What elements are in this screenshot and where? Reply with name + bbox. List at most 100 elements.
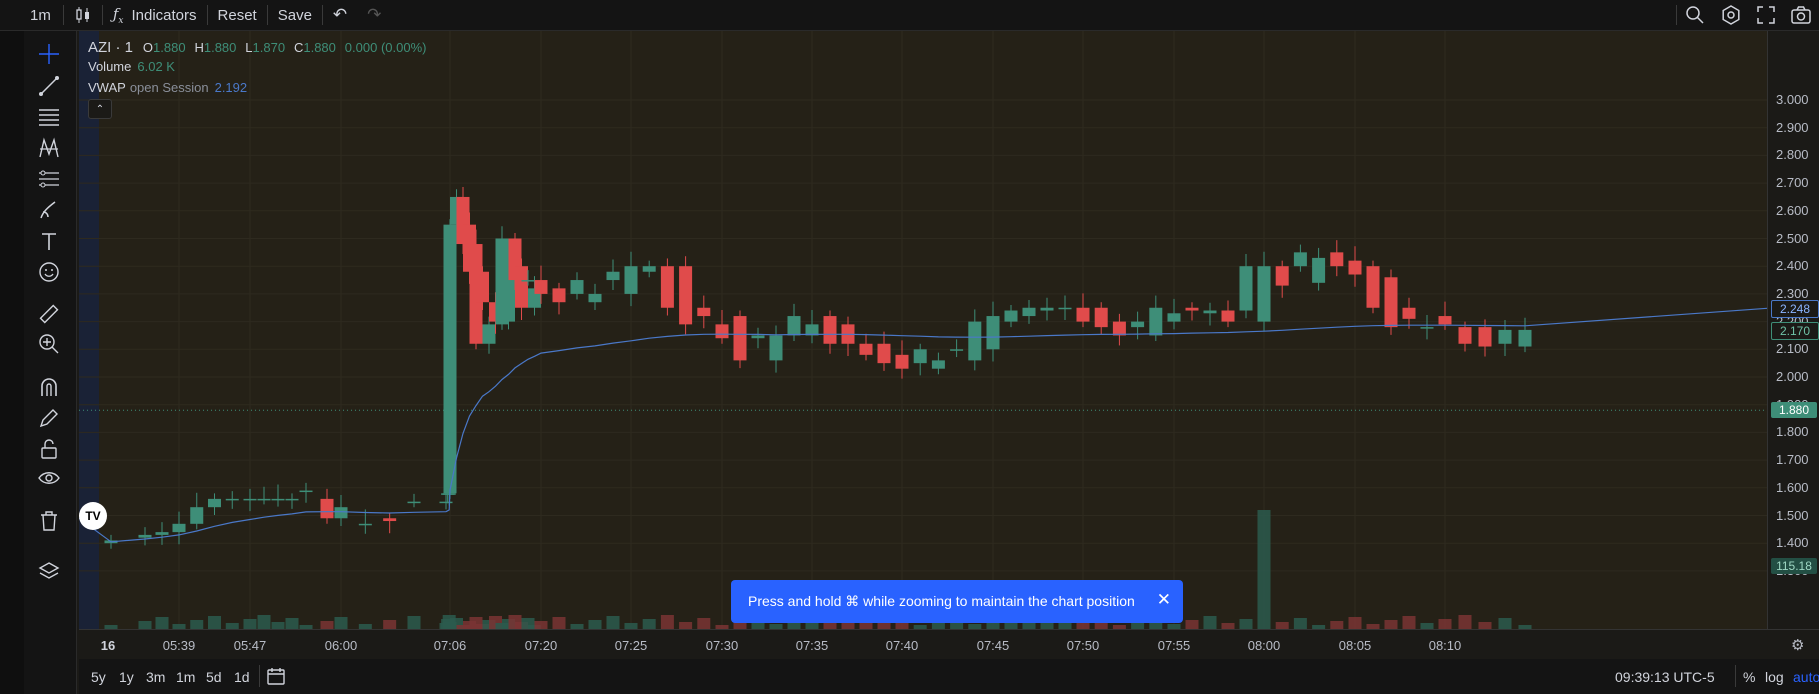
volume-bar xyxy=(660,615,674,629)
range-1m[interactable]: 1m xyxy=(176,669,196,685)
top-toolbar: 1m ƒx Indicators Reset Save ↶ ↷ xyxy=(0,0,1819,31)
candle-body xyxy=(1004,310,1018,322)
axis-settings-icon[interactable]: ⚙ xyxy=(1791,637,1805,654)
candle-body xyxy=(285,498,299,501)
fib-tool[interactable] xyxy=(36,104,62,130)
magnet-tool[interactable] xyxy=(36,374,62,400)
candle-body xyxy=(624,266,638,294)
candles xyxy=(104,186,1532,549)
volume-bar xyxy=(1275,622,1289,629)
indicators-button[interactable]: ƒx Indicators xyxy=(103,0,207,30)
price-tick: 2.000 xyxy=(1776,369,1809,384)
toolbar-divider xyxy=(321,5,323,25)
candle-body xyxy=(588,293,602,303)
measure-tool[interactable] xyxy=(36,301,62,327)
volume-bar xyxy=(208,616,221,629)
time-tick: 05:39 xyxy=(162,638,196,653)
candle-body xyxy=(443,224,457,494)
close-icon[interactable]: ✕ xyxy=(1156,590,1171,609)
range-5y[interactable]: 5y xyxy=(91,669,106,685)
candlestick-chart[interactable] xyxy=(79,31,1767,629)
brush-tool[interactable] xyxy=(36,197,62,223)
ruler-icon xyxy=(39,304,59,324)
hide-drawings-tool[interactable] xyxy=(36,465,62,491)
candle-body xyxy=(299,490,313,493)
camera-icon xyxy=(1791,6,1811,24)
volume-bar xyxy=(225,623,239,629)
range-1y[interactable]: 1y xyxy=(119,669,134,685)
quick-search-button[interactable] xyxy=(1677,0,1713,30)
price-tick: 2.700 xyxy=(1776,175,1809,191)
chart-type-button[interactable] xyxy=(64,0,102,30)
vwap-legend[interactable]: VWAP open Session 2.192 xyxy=(88,80,247,95)
save-button[interactable]: Save xyxy=(277,6,312,24)
range-1d[interactable]: 1d xyxy=(234,669,250,685)
volume-bar xyxy=(1348,617,1362,629)
volume-bar xyxy=(521,618,535,629)
text-tool[interactable] xyxy=(36,228,62,254)
fullscreen-button[interactable] xyxy=(1749,0,1783,30)
remove-drawings-tool[interactable] xyxy=(36,508,62,534)
volume-bar xyxy=(1438,619,1452,629)
clock-label[interactable]: 09:39:13 UTC-5 xyxy=(1615,669,1715,685)
goto-date-button[interactable] xyxy=(266,666,286,689)
symbol-label[interactable]: AZI · 1 xyxy=(88,39,134,56)
candle-body xyxy=(502,266,515,322)
time-tick: 07:25 xyxy=(614,638,648,653)
emoji-tool[interactable] xyxy=(36,259,62,285)
volume-bar xyxy=(1076,622,1090,629)
trend-line-tool[interactable] xyxy=(36,73,62,99)
pattern-tool[interactable] xyxy=(36,135,62,161)
candle-body xyxy=(1022,307,1036,317)
candle-body xyxy=(172,523,186,533)
screenshot-button[interactable] xyxy=(1783,0,1819,30)
fullscreen-icon xyxy=(1757,6,1775,24)
chart-pane[interactable]: AZI · 1 O1.880 H1.880 L1.870 C1.880 0.00… xyxy=(79,31,1767,629)
object-tree-tool[interactable] xyxy=(36,559,62,585)
candle-body xyxy=(442,493,456,495)
tradingview-logo[interactable]: TV xyxy=(79,502,107,530)
volume-bar xyxy=(1203,616,1217,629)
undo-button[interactable]: ↶ xyxy=(323,0,357,30)
price-tick: 1.400 xyxy=(1776,535,1809,551)
candle-body xyxy=(1058,307,1072,310)
range-5d[interactable]: 5d xyxy=(206,669,222,685)
bottom-divider xyxy=(1735,665,1736,687)
auto-scale-toggle[interactable]: auto xyxy=(1793,669,1819,685)
settings-button[interactable] xyxy=(1713,0,1749,30)
price-tick: 2.100 xyxy=(1776,341,1809,357)
collapse-legend-button[interactable]: ⌃ xyxy=(88,99,112,119)
candle-body xyxy=(1185,307,1199,311)
volume-bar xyxy=(190,620,204,629)
volume-bar xyxy=(1221,623,1235,629)
candles-icon xyxy=(76,7,89,23)
candle-body xyxy=(334,507,348,519)
zoom-tool[interactable] xyxy=(36,331,62,357)
undo-icon: ↶ xyxy=(332,5,348,24)
candle-body xyxy=(1384,277,1398,328)
lock-drawings-tool[interactable] xyxy=(36,405,62,431)
candle-body xyxy=(931,360,945,369)
candle-body xyxy=(895,354,909,369)
candle-body xyxy=(1221,310,1235,322)
candle-body xyxy=(407,501,421,504)
candle-body xyxy=(1257,266,1271,322)
redo-button[interactable]: ↷ xyxy=(357,0,391,30)
range-3m[interactable]: 3m xyxy=(146,669,166,685)
crosshair-tool[interactable] xyxy=(36,41,62,67)
toolbar-divider xyxy=(101,5,103,25)
percent-scale-toggle[interactable]: % xyxy=(1743,669,1756,685)
price-tick: 1.800 xyxy=(1776,424,1809,440)
volume-bar xyxy=(624,623,638,629)
volume-bar xyxy=(1498,618,1512,629)
forecast-tool[interactable] xyxy=(36,166,62,192)
volume-bar xyxy=(606,616,620,629)
interval-selector[interactable]: 1m xyxy=(30,6,51,24)
volume-bar xyxy=(895,618,909,629)
high-label: H xyxy=(194,40,204,55)
unlock-tool[interactable] xyxy=(36,436,62,462)
volume-legend[interactable]: Volume 6.02 K xyxy=(88,59,175,74)
log-scale-toggle[interactable]: log xyxy=(1765,669,1784,685)
reset-button[interactable]: Reset xyxy=(217,6,257,24)
time-axis[interactable]: ⚙ 16 05:39 05:47 06:00 07:06 07:20 07:25 07:30 0… xyxy=(79,629,1819,660)
